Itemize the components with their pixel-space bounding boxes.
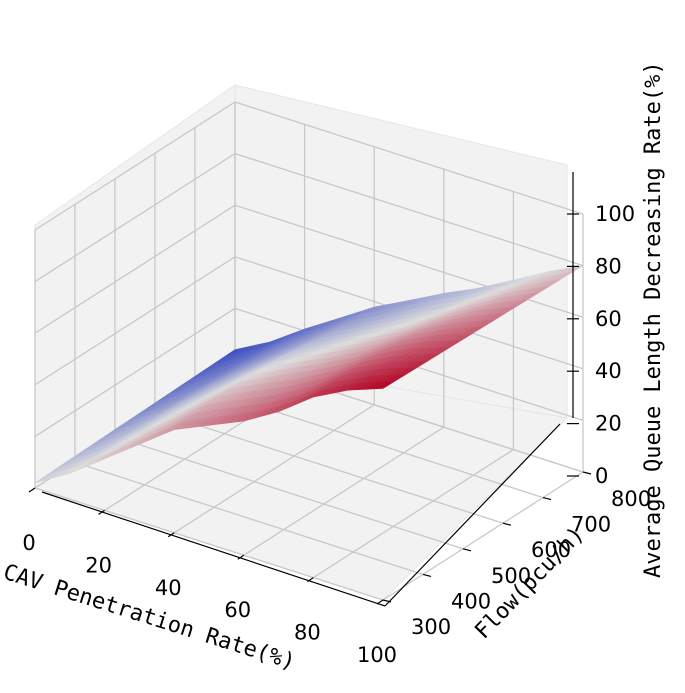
y-tick-mark — [462, 548, 472, 552]
y-tick-label: 300 — [411, 615, 451, 639]
grid-line-z — [34, 307, 584, 437]
axes — [41, 172, 574, 607]
y-tick-mark — [542, 497, 552, 501]
x-tick-mark — [237, 554, 245, 560]
z-tick-label: 80 — [595, 254, 622, 278]
x-tick-label: 100 — [357, 643, 397, 667]
z-axis-label: Average Queue Length Decreasing Rate(%) — [641, 61, 666, 578]
x-tick-label: 60 — [224, 598, 251, 622]
grid-line-z — [34, 152, 584, 283]
grid-line-z — [34, 204, 584, 334]
y-tick-label: 700 — [571, 513, 611, 537]
z-tick-label: 20 — [595, 412, 622, 436]
z-tick-label: 40 — [595, 359, 622, 383]
x-tick-mark — [28, 487, 36, 493]
y-tick-label: 600 — [531, 538, 571, 562]
x-tick-mark — [307, 577, 314, 583]
y-tick-mark — [502, 522, 512, 526]
surface-cell — [373, 381, 396, 390]
y-tick-label: 800 — [611, 487, 651, 511]
y-tick-label: 500 — [491, 564, 531, 588]
y-tick-mark — [422, 573, 432, 577]
x-axis-line — [41, 491, 386, 607]
z-tick-label: 100 — [595, 202, 635, 226]
x-tick-label: 20 — [85, 553, 112, 577]
z-tick-label: 60 — [595, 307, 622, 331]
z-tick-labels: 0 20 40 60 80 100 — [567, 202, 635, 488]
y-tick-mark — [382, 599, 392, 603]
x-tick-label: 0 — [22, 531, 35, 555]
x-tick-labels: 0 20 40 60 80 100 — [22, 487, 397, 667]
x-tick-mark — [376, 599, 384, 605]
x-tick-mark — [98, 509, 105, 515]
x-axis-label: CAV Penetration Rate(%) — [0, 560, 298, 675]
surface-mesh — [34, 265, 584, 484]
x-tick-label: 40 — [155, 576, 182, 600]
x-tick-mark — [167, 532, 175, 538]
y-axis-label: Flow(pcu/h) — [470, 522, 589, 644]
y-tick-mark — [582, 471, 592, 475]
y-axis-line — [384, 423, 561, 607]
grid-line-z — [34, 101, 584, 231]
x-tick-label: 80 — [294, 621, 321, 645]
y-tick-label: 400 — [451, 589, 491, 613]
z-tick-label: 0 — [595, 464, 608, 488]
